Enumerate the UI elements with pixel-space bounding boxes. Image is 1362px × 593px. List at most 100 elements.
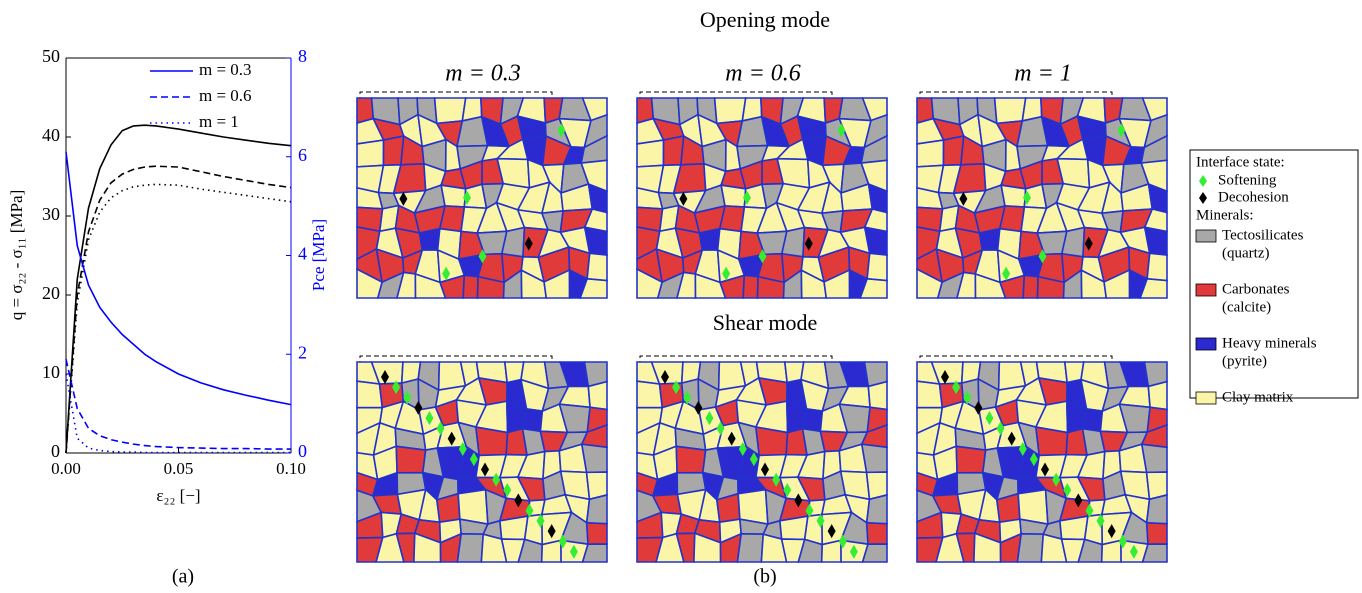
y-tick-label: 40 (42, 125, 60, 145)
grain (586, 252, 608, 282)
grain-mosaic (916, 91, 1168, 299)
grain-mosaic (636, 355, 888, 563)
interface-marker (749, 452, 758, 467)
interface-marker (804, 236, 813, 251)
grain (540, 539, 562, 563)
interface-marker (1052, 472, 1061, 487)
interface-marker (1117, 123, 1126, 138)
grain (860, 443, 888, 474)
interface-marker (478, 249, 487, 264)
interface-marker (742, 190, 751, 205)
y2-axis-label: Pce [MPa] (309, 219, 328, 291)
interface-marker (738, 441, 747, 456)
grain (585, 493, 608, 525)
grain (675, 445, 707, 474)
interface-marker (1074, 493, 1083, 508)
interface-marker (1022, 190, 1031, 205)
grain (1140, 443, 1168, 474)
interface-marker (403, 390, 412, 405)
series-line (65, 183, 292, 454)
interface-marker (716, 421, 725, 436)
interface-marker (447, 431, 456, 446)
grain (754, 426, 789, 457)
interface-marker (1063, 483, 1072, 498)
interface-marker (558, 534, 567, 549)
legend-label: Softening (1218, 172, 1277, 188)
section-title: Shear mode (713, 310, 817, 335)
interface-marker (959, 191, 968, 206)
grain (1059, 515, 1089, 541)
interface-marker (837, 123, 846, 138)
interface-marker (705, 411, 714, 426)
grain (1146, 252, 1168, 282)
interface-marker (524, 236, 533, 251)
grain (587, 380, 608, 411)
column-label: m = 0.6 (725, 61, 801, 87)
grain (433, 97, 467, 125)
legend-swatch (1195, 337, 1217, 351)
interface-marker (425, 411, 434, 426)
grain (418, 227, 441, 251)
interface-marker (683, 390, 692, 405)
grain (993, 97, 1027, 125)
legend-swatch (1195, 229, 1217, 243)
grain (867, 380, 888, 411)
grain (713, 97, 747, 125)
interface-marker (679, 191, 688, 206)
interface-marker (503, 483, 512, 498)
y2-tick-label: 6 (298, 145, 307, 165)
interface-marker (442, 266, 451, 281)
grain-mosaic (356, 355, 608, 563)
column-label: m = 0.3 (445, 61, 521, 87)
grain (585, 521, 608, 545)
interface-marker (1096, 513, 1105, 528)
grain (720, 184, 747, 208)
grain (499, 515, 529, 541)
interface-marker (514, 493, 523, 508)
interface-marker (974, 400, 983, 415)
grain (1000, 184, 1027, 208)
interface-marker (462, 190, 471, 205)
interface-marker (661, 370, 669, 384)
interface-marker (761, 462, 769, 477)
interface-marker (1041, 462, 1049, 477)
interface-marker (1085, 503, 1094, 518)
interface-marker (727, 431, 736, 446)
legend-marker (1199, 192, 1207, 204)
interface-marker (414, 400, 423, 415)
series-line (65, 373, 291, 454)
grain (1147, 380, 1168, 411)
y-tick-label: 30 (42, 204, 60, 224)
x-axis-label: ε₂₂ [−] (156, 486, 200, 505)
grain (1141, 543, 1168, 563)
grain (916, 380, 944, 409)
grain (998, 205, 1026, 233)
grain (1145, 521, 1168, 545)
legend-title: Interface state: (1196, 154, 1285, 170)
grain (1034, 426, 1069, 457)
y-axis-label: q = σ₂₂ - σ₁₁ [MPa] (7, 190, 26, 320)
legend-label: Decohesion (1218, 189, 1289, 205)
grain (861, 543, 888, 563)
interface-marker (399, 191, 408, 206)
legend-label: m = 0.6 (199, 86, 252, 105)
interface-marker (1084, 236, 1093, 251)
grain (395, 445, 427, 474)
series-line (65, 359, 291, 450)
interface-marker (952, 380, 961, 395)
interface-marker (758, 249, 767, 264)
interface-marker (557, 123, 566, 138)
interface-marker (1002, 266, 1011, 281)
interface-marker (436, 421, 445, 436)
grain (1139, 277, 1168, 299)
grain (356, 380, 384, 409)
y2-tick-label: 2 (298, 342, 307, 362)
grain (581, 543, 608, 563)
grain (866, 252, 888, 282)
interface-marker (672, 380, 681, 395)
interface-marker (941, 370, 949, 384)
caption: (b) (753, 566, 776, 588)
y-tick-label: 20 (42, 283, 60, 303)
grain (742, 274, 759, 299)
